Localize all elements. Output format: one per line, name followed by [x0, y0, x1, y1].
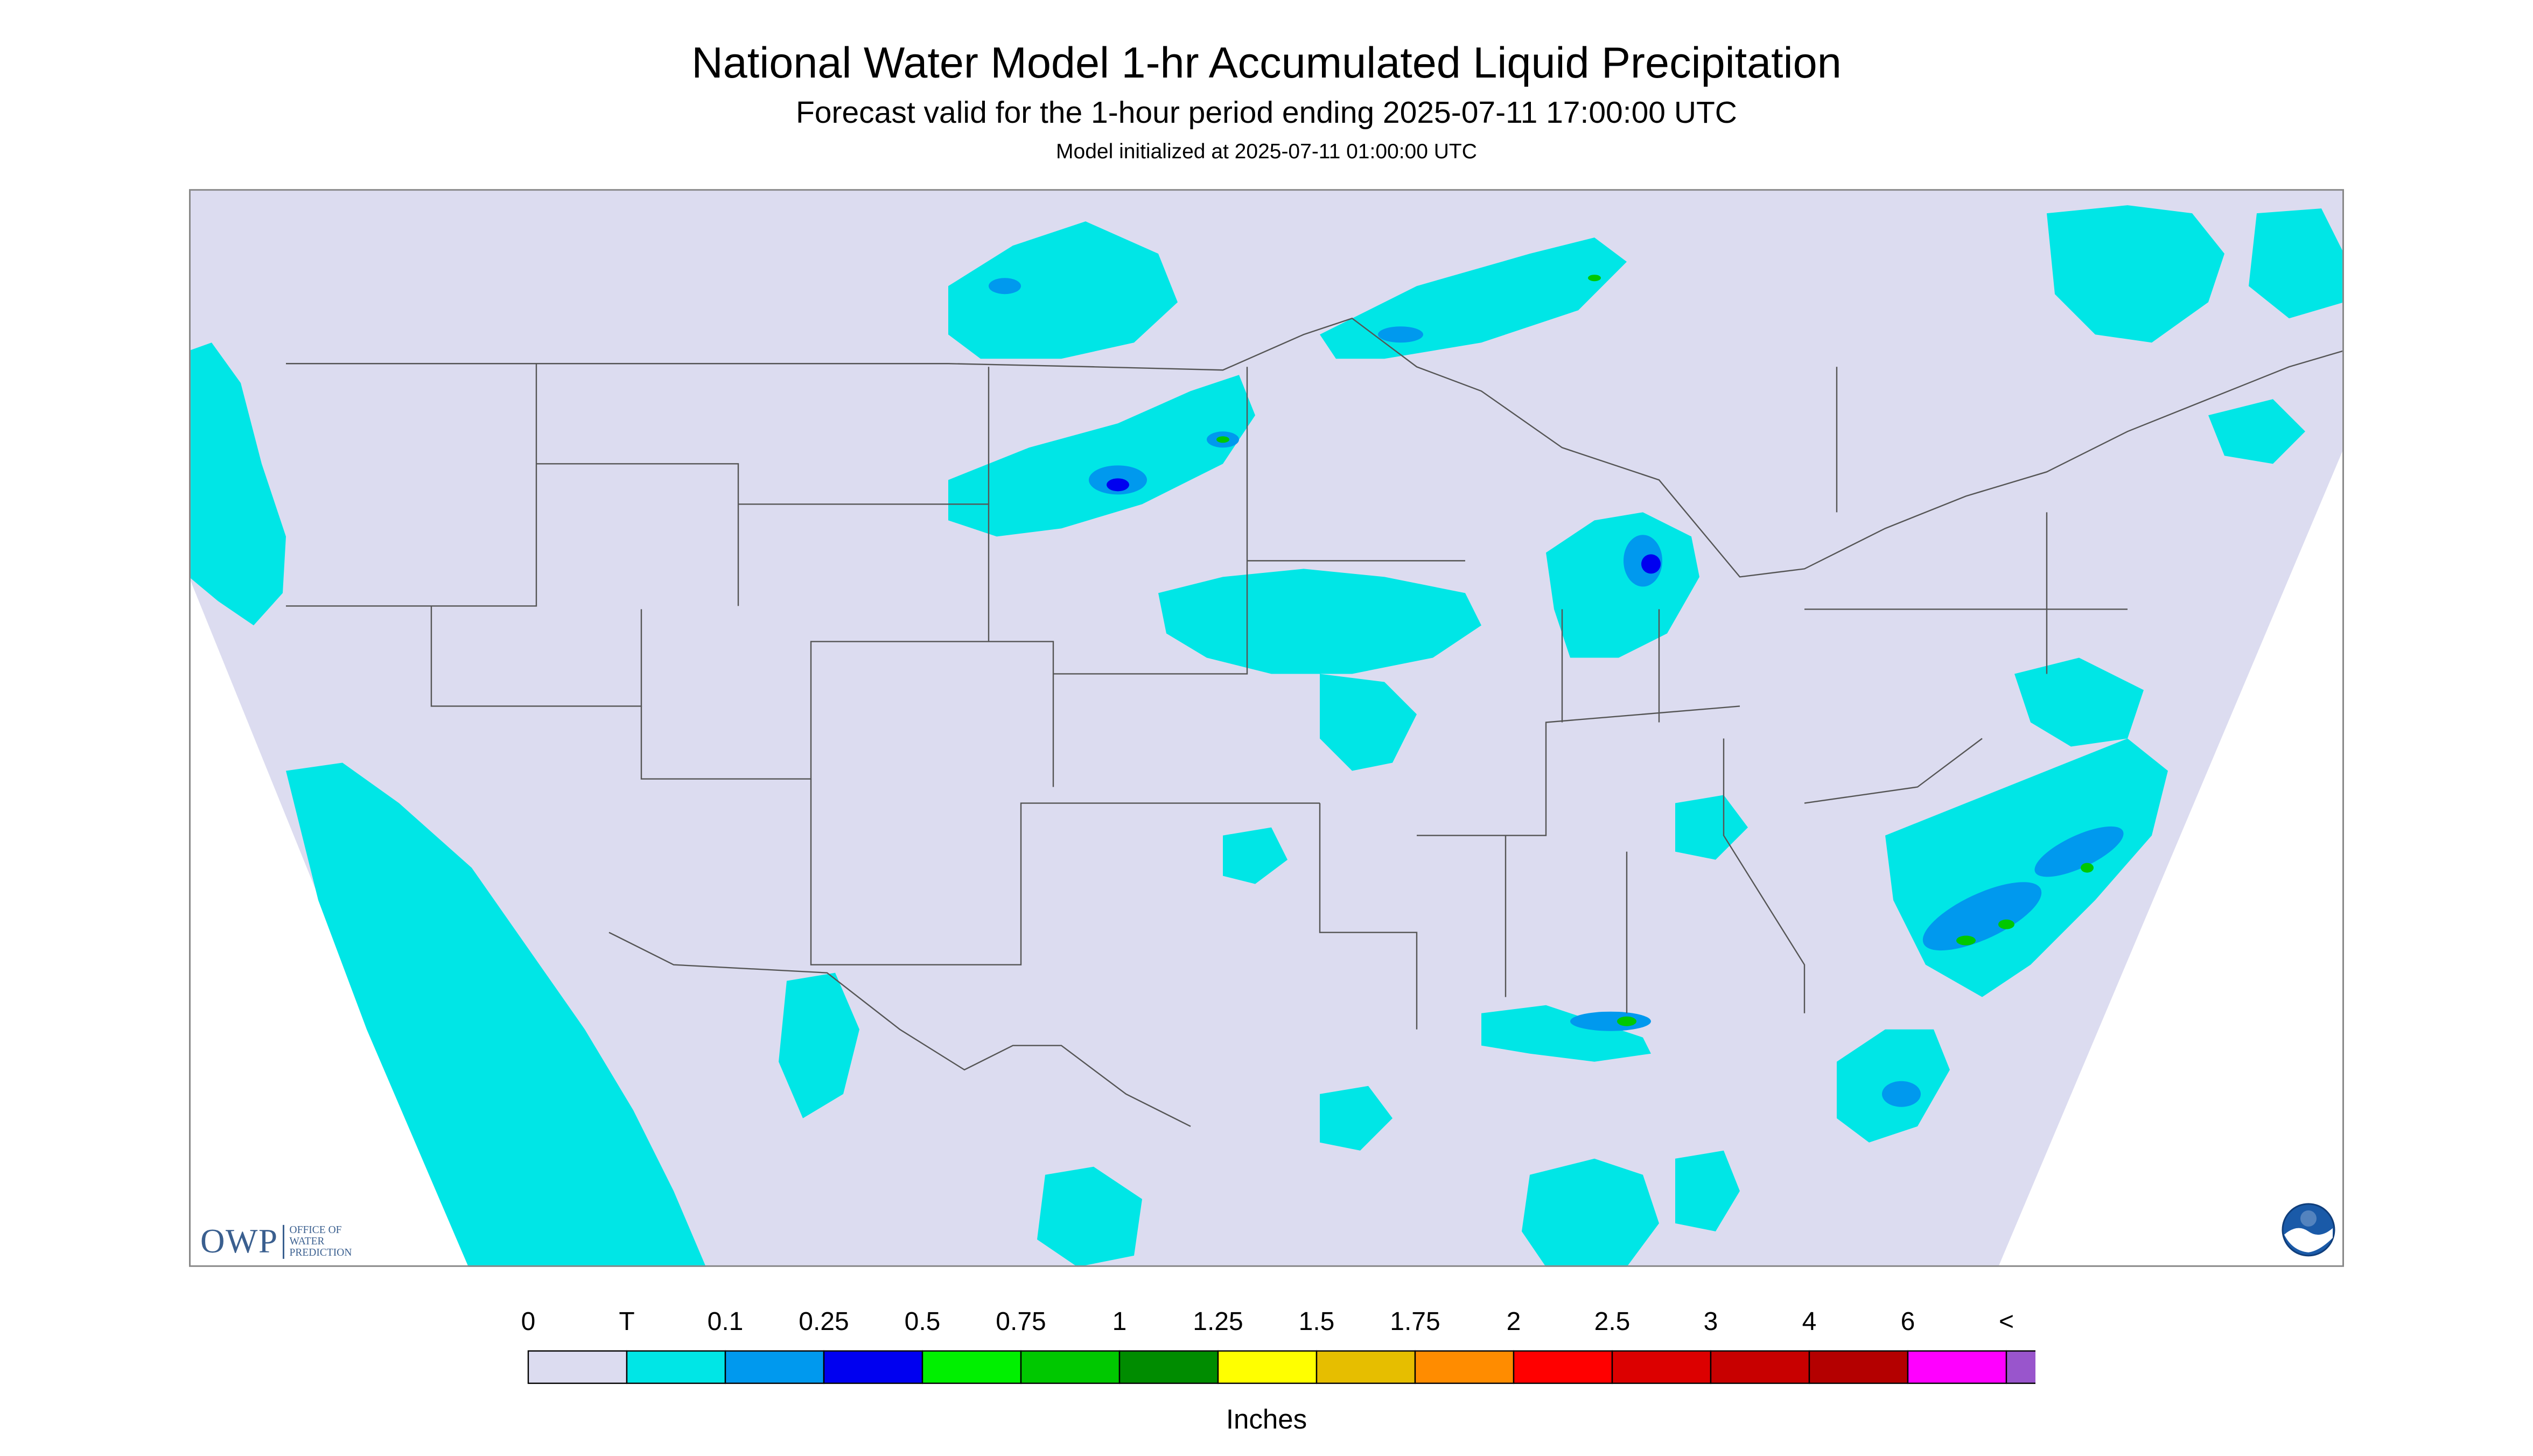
owp-logo-main: OWP: [200, 1221, 278, 1261]
legend-swatch: [1513, 1350, 1613, 1384]
map-frame: [189, 189, 2344, 1267]
legend-tick-label: 3: [1704, 1307, 1718, 1336]
legend-tick-label: 2.5: [1594, 1307, 1631, 1336]
legend-swatch: [823, 1350, 923, 1384]
noaa-logo: [2282, 1203, 2335, 1257]
legend-tick-label: 1.5: [1299, 1307, 1335, 1336]
owp-sub-line-2: WATER: [289, 1236, 325, 1248]
legend-tick-label: <: [1999, 1307, 2014, 1336]
legend-swatch: [1217, 1350, 1318, 1384]
owp-logo: OWP OFFICE OF WATER PREDICTION: [200, 1222, 361, 1262]
trace-precip-areas: [189, 205, 2344, 1267]
legend-tick-label: 0.25: [799, 1307, 849, 1336]
legend-tick-label: 1.75: [1390, 1307, 1440, 1336]
legend-swatch: [2005, 1350, 2035, 1384]
legend-swatch: [1907, 1350, 2007, 1384]
owp-sub-line-3: PREDICTION: [289, 1247, 352, 1259]
legend-tick-label: T: [619, 1307, 634, 1336]
legend-swatch: [1414, 1350, 1515, 1384]
map-title: National Water Model 1-hr Accumulated Li…: [691, 39, 1842, 88]
legend-tick-label: 6: [1901, 1307, 1915, 1336]
legend-swatch: [626, 1350, 726, 1384]
legend-tick-label: 0.75: [996, 1307, 1046, 1336]
legend-swatch: [1611, 1350, 1712, 1384]
legend-tick-label: 1.25: [1193, 1307, 1243, 1336]
model-init-line: Model initialized at 2025-07-11 01:00:00…: [1056, 139, 1477, 164]
legend-tick-label: 4: [1802, 1307, 1817, 1336]
legend-units-label: Inches: [1226, 1404, 1307, 1435]
boundary-lines: [286, 317, 2344, 1127]
owp-logo-sub: OFFICE OF WATER PREDICTION: [283, 1224, 361, 1259]
precip-legend: 0 T 0.1 0.25 0.5 0.75 1 1.25 1.5 1.75 2 2.5 3 4 6 <: [521, 1307, 2035, 1384]
legend-tick-label: 0.5: [905, 1307, 941, 1336]
legend-tick-label: 1: [1112, 1307, 1127, 1336]
legend-swatch: [724, 1350, 825, 1384]
map-subtitle: Forecast valid for the 1-hour period end…: [795, 97, 1737, 131]
legend-swatch: [1020, 1350, 1121, 1384]
legend-tick-label: 0.1: [708, 1307, 744, 1336]
legend-swatch: [1710, 1350, 1810, 1384]
legend-swatch: [1316, 1350, 1416, 1384]
legend-swatch: [921, 1350, 1022, 1384]
legend-swatch: [1118, 1350, 1219, 1384]
owp-sub-line-1: OFFICE OF: [289, 1224, 342, 1236]
precipitation-map: [189, 189, 2344, 1267]
legend-tick-label: 0: [521, 1307, 536, 1336]
legend-swatch: [1808, 1350, 1909, 1384]
legend-swatch: [527, 1350, 628, 1384]
legend-tick-label: 2: [1507, 1307, 1521, 1336]
intense-precip-cells: [1107, 275, 2094, 1026]
